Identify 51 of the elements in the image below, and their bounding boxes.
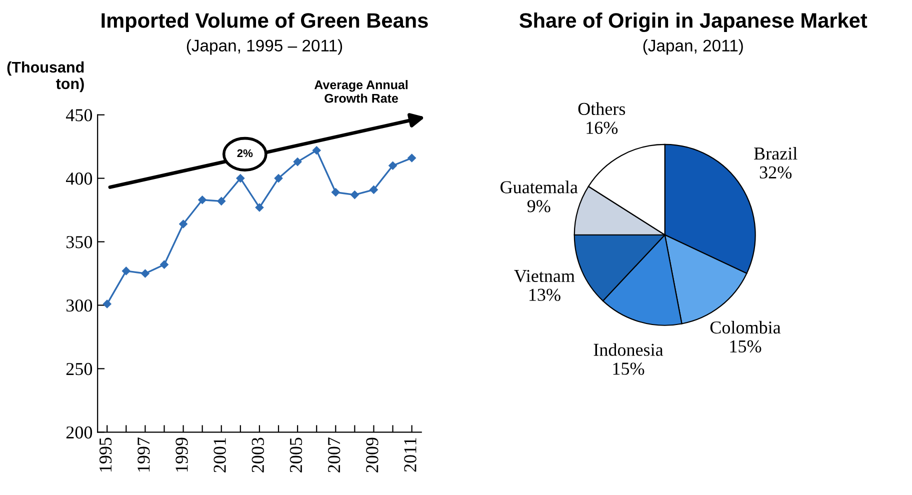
data-label: 16%: [586, 122, 618, 134]
point: [102, 300, 112, 308]
x-tick-label: 1999: [176, 438, 188, 472]
y-tick-label: 400: [66, 172, 92, 185]
x-tick-label: 2011: [404, 438, 416, 472]
chart-title: Imported Volume of Green Beans: [102, 12, 428, 32]
slice-label: Brazil: [754, 146, 798, 160]
data-label: 15%: [730, 340, 762, 353]
slice-label: Others: [578, 102, 626, 115]
x-tick-label: 2005: [290, 438, 302, 472]
point: [332, 188, 340, 196]
point: [122, 266, 130, 276]
point: [236, 174, 245, 182]
point: [255, 203, 264, 212]
point: [198, 196, 206, 204]
y-tick-label: 200: [66, 426, 92, 439]
slice-label: Guatemala: [500, 180, 578, 194]
x-tick-label: 2007: [328, 438, 340, 472]
y-tick-label: 250: [66, 362, 92, 376]
point: [388, 161, 397, 170]
point: [350, 190, 359, 199]
point: [274, 174, 283, 182]
x-tick-label: 1995: [99, 438, 112, 472]
text: Average Annual Growth Rate: [314, 80, 408, 103]
chart-subtitle: (Japan, 2011): [643, 39, 743, 55]
x-tick-label: 2001: [214, 438, 226, 472]
slice-label: Vietnam: [514, 270, 575, 282]
point: [141, 269, 150, 278]
data-label: 9%: [527, 200, 550, 212]
slice-label: Colombia: [710, 320, 781, 334]
point: [217, 197, 226, 206]
x-tick-label: 1997: [138, 438, 150, 472]
y-tick-label: 450: [66, 109, 92, 122]
annotation: 2%: [237, 149, 253, 158]
point: [370, 186, 378, 194]
y-axis-title: (Thousand ton): [7, 61, 84, 92]
data-label: 13%: [529, 288, 560, 301]
y-tick-label: 350: [66, 236, 92, 248]
data-label: 32%: [760, 166, 792, 179]
chart-subtitle: (Japan, 1995 – 2011): [186, 39, 342, 55]
x-tick-label: 2009: [366, 438, 378, 472]
slice-label: Indonesia: [594, 343, 664, 356]
y-tick-label: 300: [66, 299, 92, 312]
point: [312, 146, 321, 155]
point: [408, 154, 416, 162]
point: [179, 220, 188, 228]
data-label: 15%: [613, 362, 644, 375]
point: [160, 260, 168, 269]
x-tick-label: 2003: [252, 438, 264, 472]
point: [293, 158, 302, 166]
chart-title: Share of Origin in Japanese Market: [519, 12, 868, 32]
